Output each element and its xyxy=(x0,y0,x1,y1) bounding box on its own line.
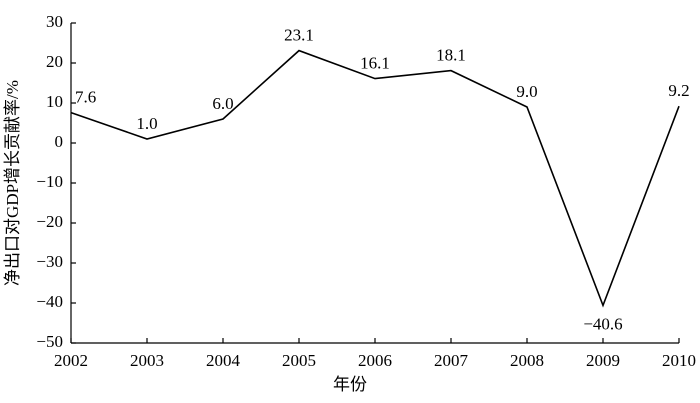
x-tick-label: 2006 xyxy=(358,351,392,370)
x-tick-label: 2005 xyxy=(282,351,316,370)
data-line xyxy=(70,49,680,308)
y-tick-label: −20 xyxy=(36,212,63,231)
x-tick-label: 2004 xyxy=(206,351,241,370)
x-tick-label: 2007 xyxy=(434,351,469,370)
data-label: 7.6 xyxy=(75,88,96,107)
data-label: 9.2 xyxy=(668,81,689,100)
y-tick-label: 10 xyxy=(46,92,63,111)
x-tick-label: 2002 xyxy=(54,351,88,370)
y-tick-label: 30 xyxy=(46,12,63,31)
y-tick-label: 0 xyxy=(55,132,64,151)
y-tick-label: 20 xyxy=(46,52,63,71)
x-tick-label: 2009 xyxy=(586,351,620,370)
y-tick-label: −50 xyxy=(36,332,63,351)
data-label: 23.1 xyxy=(284,26,314,45)
x-tick-label: 2003 xyxy=(130,351,164,370)
data-label: 16.1 xyxy=(360,54,390,73)
y-axis-label: 净出口对GDP增长贡献率/% xyxy=(3,80,22,286)
x-tick-label: 2008 xyxy=(510,351,544,370)
data-label: 9.0 xyxy=(516,82,537,101)
data-label: −40.6 xyxy=(583,314,622,333)
y-tick-label: −30 xyxy=(36,252,63,271)
data-label: 6.0 xyxy=(212,94,233,113)
y-tick-label: −40 xyxy=(36,292,63,311)
x-axis-label: 年份 xyxy=(333,375,367,394)
x-tick-label: 2010 xyxy=(662,351,696,370)
data-label: 18.1 xyxy=(436,46,466,65)
data-label: 1.0 xyxy=(136,114,157,133)
y-tick-label: −10 xyxy=(36,172,63,191)
